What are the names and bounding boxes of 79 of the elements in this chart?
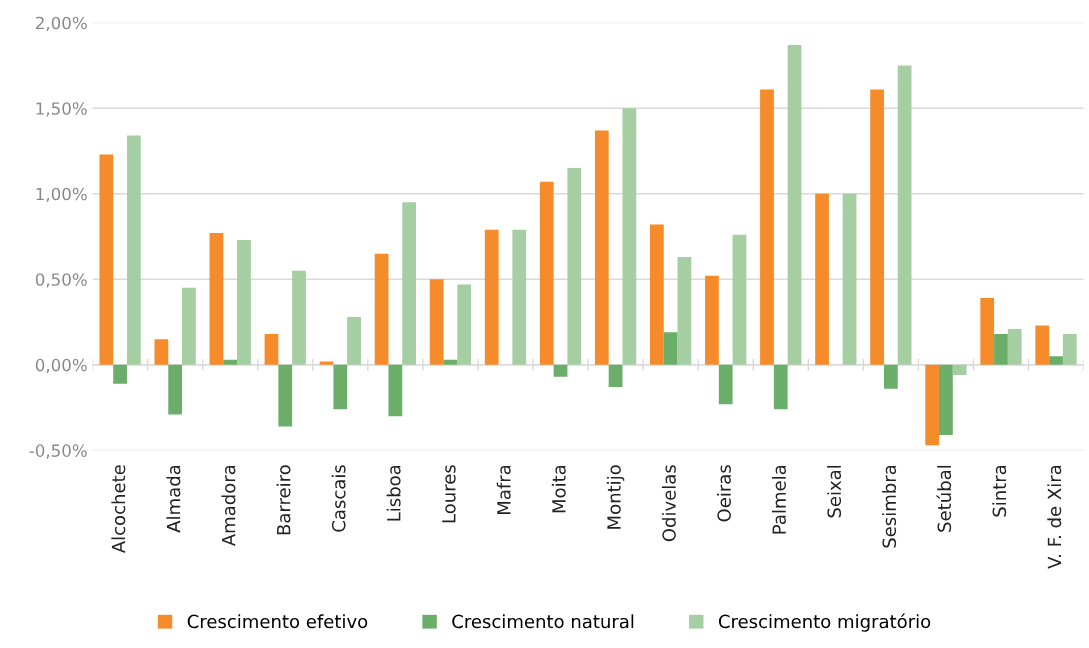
bar [457, 284, 472, 365]
bar [1062, 334, 1077, 365]
bar [278, 364, 293, 427]
bar [773, 364, 788, 410]
x-tick-label: Barreiro [276, 465, 291, 535]
x-tick-label: V. F. de Xira [1047, 465, 1062, 569]
x-tick-label: Sintra [992, 465, 1007, 517]
bar [553, 364, 568, 377]
bar [815, 193, 829, 365]
x-tick-label: Cascais [331, 465, 346, 532]
bar [1049, 356, 1063, 365]
bar [939, 364, 953, 435]
bar [374, 253, 389, 365]
bar [443, 359, 458, 365]
bar [223, 359, 238, 365]
bar [539, 181, 554, 365]
y-tick-label: 1,00% [36, 187, 87, 203]
bar [1007, 328, 1022, 365]
bar [870, 89, 884, 365]
x-tick-label: Moita [551, 465, 566, 513]
bar [512, 229, 527, 365]
legend-label: Crescimento natural [452, 614, 634, 629]
bar [608, 364, 623, 388]
y-tick-label: -0,50% [29, 444, 87, 459]
x-tick-label: Oeiras [716, 465, 731, 522]
bar [567, 168, 582, 365]
bar [319, 361, 334, 365]
x-tick-label: Montijo [606, 465, 625, 529]
y-tick-label: 0,00% [35, 358, 87, 374]
x-tick-label: Odivelas [661, 465, 676, 542]
bar [388, 364, 403, 417]
x-tick-label: Mafra [496, 465, 511, 514]
bar [594, 130, 609, 365]
bar [650, 224, 664, 365]
bar [154, 339, 169, 365]
bar [292, 270, 306, 365]
x-tick-label: Palmela [772, 465, 786, 534]
x-tick-label: Loures [442, 465, 456, 523]
y-tick-label: 0,50% [35, 273, 87, 288]
bar [994, 334, 1008, 365]
bar [209, 233, 224, 365]
bar [897, 65, 912, 365]
bar [402, 202, 417, 365]
bar [760, 89, 774, 365]
bar [113, 364, 127, 384]
x-tick-label: Lisboa [386, 465, 401, 521]
y-tick-label: 1,50% [36, 102, 87, 117]
bar [842, 193, 857, 365]
bar [718, 364, 733, 405]
bar [237, 239, 251, 365]
bar [484, 229, 499, 365]
bar [705, 275, 719, 365]
bar [264, 334, 279, 365]
bar [980, 298, 995, 365]
bar [347, 316, 361, 365]
bar [622, 108, 637, 365]
bar [663, 332, 678, 365]
x-tick-label: Almada [166, 465, 181, 533]
bar [429, 279, 444, 365]
bar [333, 364, 348, 410]
bar [99, 154, 114, 365]
legend-label: Crescimento efetivo [187, 614, 368, 629]
bar [182, 287, 196, 365]
x-tick-label: Alcochete [111, 465, 126, 554]
bar [952, 364, 967, 376]
x-tick-label: Seixal [827, 465, 842, 518]
y-tick-label: 2,00% [35, 16, 87, 31]
bar [732, 234, 747, 365]
bar [883, 364, 898, 389]
x-tick-label: Amadora [221, 465, 236, 547]
x-tick-label: Sesimbra [882, 465, 897, 548]
bar [925, 364, 940, 446]
legend-label: Crescimento migratório [718, 613, 931, 632]
bar [787, 44, 802, 365]
bar [1035, 325, 1050, 365]
bar [126, 135, 141, 365]
bar [168, 364, 183, 415]
x-tick-label: Setúbal [936, 465, 952, 532]
bar [677, 257, 692, 365]
